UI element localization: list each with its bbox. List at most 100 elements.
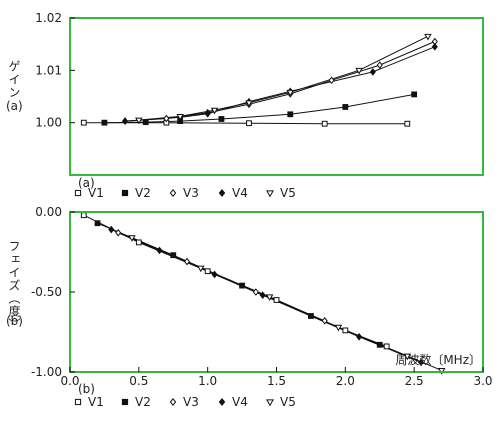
legend-marker-V1: [74, 398, 82, 406]
legend-label: V1: [88, 395, 104, 409]
x-axis-title: 周波数〔MHz〕: [395, 352, 481, 367]
data-point-V5: [245, 100, 253, 107]
data-point-V3: [252, 288, 259, 296]
data-point-V3: [115, 228, 122, 237]
data-point-V5: [265, 294, 274, 302]
data-point-V2: [308, 313, 314, 319]
data-point-V2: [376, 341, 383, 348]
series-line-V3: [125, 41, 435, 122]
legend-label: V4: [232, 395, 248, 409]
data-point-V3: [321, 316, 328, 325]
data-point-V5: [403, 353, 412, 361]
x-tick-label: 1.5: [267, 374, 286, 388]
data-point-V1: [204, 268, 211, 275]
data-point-V4: [418, 358, 425, 367]
y-axis-title: フェイズ（度）: [7, 240, 21, 331]
x-tick-label: 2.5: [405, 374, 424, 388]
data-point-V4: [259, 291, 266, 300]
legend-item-V4: V4: [218, 186, 248, 200]
data-point-V4: [431, 42, 438, 51]
series-line-V5: [138, 35, 429, 121]
y-tick-label: 1.01: [35, 63, 62, 77]
y-tick-label: 1.00: [35, 116, 62, 130]
data-point-V4: [108, 225, 115, 234]
y-axis-subtitle: (b): [6, 314, 23, 328]
data-point-V3: [376, 61, 383, 69]
series-line-V4: [111, 229, 422, 363]
data-point-V4: [122, 117, 129, 125]
data-point-V5: [128, 235, 136, 242]
series-line-V4: [125, 46, 435, 122]
data-point-V1: [80, 119, 87, 126]
data-point-V2: [287, 111, 294, 118]
x-tick-label: 1.0: [198, 374, 217, 388]
data-point-V1: [321, 120, 328, 127]
legend-item-V2: V2: [121, 395, 151, 409]
legend-item-V4: V4: [218, 395, 248, 409]
x-tick-label: 3.0: [473, 374, 492, 388]
x-tick-label: 0.0: [60, 374, 79, 388]
data-point-V2: [411, 91, 418, 98]
data-point-V2: [101, 119, 108, 126]
legend-label: V2: [135, 186, 151, 200]
data-point-V2: [342, 104, 349, 110]
data-point-V1: [80, 212, 87, 219]
x-tick-label: 0.5: [129, 374, 148, 388]
legend-marker-V3: [169, 189, 177, 197]
y-tick-label: 0.00: [35, 205, 62, 219]
data-point-V5: [197, 265, 205, 273]
legend-marker-V2: [121, 189, 129, 197]
data-point-V3: [183, 257, 191, 266]
data-point-V5: [334, 324, 343, 332]
data-point-V3: [163, 114, 170, 123]
legend-marker-V4: [218, 189, 226, 197]
legend-marker-V5: [266, 399, 274, 407]
data-point-V1: [404, 120, 411, 127]
plot-frame: [69, 17, 484, 176]
legend-label: V2: [135, 395, 151, 409]
data-point-V5: [176, 113, 184, 121]
data-point-V1: [246, 120, 252, 127]
y-tick-label: -1.00: [31, 365, 62, 379]
data-point-V2: [170, 252, 177, 259]
data-point-V1: [342, 327, 349, 334]
legend-panel-label: (b): [78, 382, 95, 396]
legend-panel-label: (a): [78, 176, 95, 190]
series-line-V1: [83, 122, 408, 125]
data-point-V5: [424, 33, 432, 41]
data-point-V1: [135, 239, 142, 246]
legend-marker-V4: [218, 398, 226, 406]
data-point-V4: [369, 68, 376, 76]
y-axis-title: ゲイン: [7, 60, 21, 99]
data-point-V5: [135, 117, 143, 125]
legend-item-V5: V5: [266, 186, 296, 200]
y-tick-label: 1.02: [35, 11, 62, 25]
legend-item-V3: V3: [169, 395, 199, 409]
legend-marker-V3: [169, 398, 177, 406]
y-axis-subtitle: (a): [6, 99, 23, 113]
legend-label: V3: [183, 186, 199, 200]
legend-label: V5: [280, 186, 296, 200]
data-point-V4: [204, 109, 211, 118]
data-point-V1: [383, 343, 390, 350]
legend-label: V4: [232, 186, 248, 200]
legend-label: V3: [183, 395, 199, 409]
legend-item-V2: V2: [121, 186, 151, 200]
legend-label: V1: [88, 186, 104, 200]
legend-item-V5: V5: [266, 395, 296, 409]
series-line-V1: [83, 214, 387, 347]
data-point-V4: [156, 246, 163, 255]
legend-marker-V2: [121, 398, 129, 406]
data-point-V2: [94, 220, 101, 227]
panel-b: 0.00 -0.50 -1.000.0 0.5 1.0 1.5 2.0 2.5 3.0 フェイズ（…: [6, 205, 493, 409]
data-point-V5: [355, 67, 363, 75]
legend-item-V1: V1: [74, 395, 104, 409]
legend-marker-V5: [266, 190, 274, 198]
series-line-V5: [131, 237, 442, 371]
legend-marker-V1: [74, 189, 82, 197]
data-point-V4: [211, 270, 218, 279]
data-point-V4: [356, 332, 363, 341]
